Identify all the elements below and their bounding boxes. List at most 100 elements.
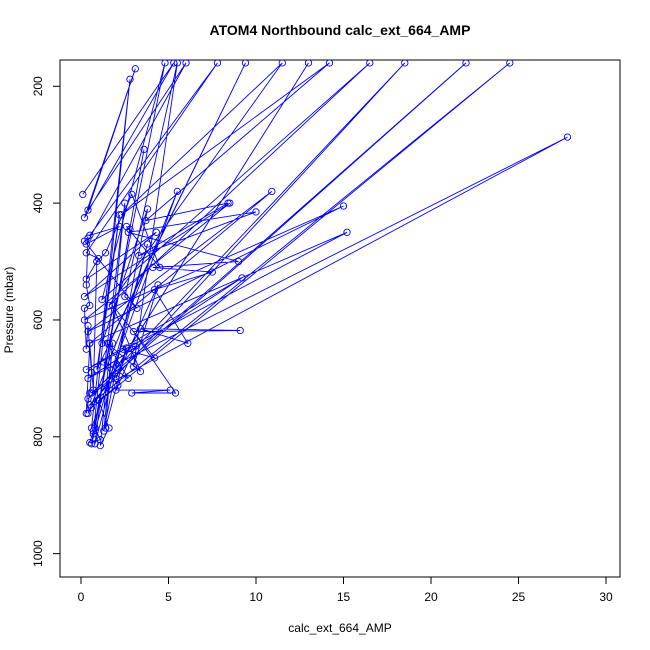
data-point xyxy=(152,228,160,236)
x-axis-label: calc_ext_664_AMP xyxy=(288,621,391,635)
data-point xyxy=(131,65,139,73)
data-point xyxy=(100,358,108,366)
data-point xyxy=(150,354,159,362)
data-point xyxy=(122,344,131,352)
data-point xyxy=(129,327,138,336)
x-tick-label: 30 xyxy=(599,590,613,604)
data-point xyxy=(86,339,94,347)
data-point xyxy=(136,325,145,333)
data-point xyxy=(339,202,348,210)
x-tick-label: 20 xyxy=(424,590,438,604)
data-point xyxy=(87,440,96,448)
data-point xyxy=(108,339,117,347)
x-tick-label: 15 xyxy=(337,590,351,604)
y-tick-label: 600 xyxy=(31,310,45,330)
data-point xyxy=(128,190,136,199)
data-point xyxy=(126,225,134,234)
data-point xyxy=(82,345,90,353)
data-point xyxy=(84,206,92,214)
data-point xyxy=(161,60,169,67)
x-tick-label: 0 xyxy=(78,590,85,604)
data-point xyxy=(80,214,89,222)
data-point xyxy=(82,249,90,257)
data-point xyxy=(117,211,125,219)
data-point xyxy=(115,222,124,231)
data-point xyxy=(170,60,178,67)
x-tick-label: 25 xyxy=(512,590,526,604)
y-tick-label: 800 xyxy=(31,426,45,446)
data-point xyxy=(121,199,129,207)
data-point xyxy=(82,409,90,418)
data-point xyxy=(93,257,101,266)
data-point xyxy=(128,389,136,397)
data-point xyxy=(143,240,152,248)
data-point xyxy=(121,292,129,301)
data-point xyxy=(173,187,181,196)
chart-title: ATOM4 Northbound calc_ext_664_AMP xyxy=(210,22,471,38)
data-point xyxy=(98,295,106,304)
data-point xyxy=(112,374,120,383)
data-point xyxy=(506,60,514,67)
y-tick-label: 200 xyxy=(31,76,45,96)
data-point xyxy=(80,316,89,324)
data-point xyxy=(226,199,234,207)
data-point xyxy=(129,363,138,371)
data-point xyxy=(86,438,94,447)
data-point xyxy=(252,208,260,216)
data-point xyxy=(462,60,470,67)
data-point xyxy=(366,60,374,67)
data-point xyxy=(82,275,90,283)
y-tick-label: 1000 xyxy=(31,540,45,567)
data-point xyxy=(150,285,159,294)
data-point xyxy=(182,60,190,67)
data-point xyxy=(401,60,409,67)
data-point xyxy=(156,263,164,272)
data-point xyxy=(142,216,150,225)
data-point xyxy=(184,339,192,347)
data-point xyxy=(208,268,216,276)
data-point xyxy=(133,304,141,312)
data-point xyxy=(234,257,243,266)
data-point xyxy=(105,301,113,310)
data-point xyxy=(241,60,250,67)
series-line xyxy=(82,62,568,446)
data-point xyxy=(173,60,181,67)
data-point xyxy=(236,326,244,335)
data-point xyxy=(79,190,87,199)
data-point xyxy=(563,133,572,141)
data-point xyxy=(84,374,92,383)
data-point xyxy=(114,381,122,390)
x-axis: 0 5 10 15 20 25 30 xyxy=(78,576,613,604)
data-point xyxy=(126,75,134,83)
data-point xyxy=(238,274,246,282)
y-axis-label: Pressure (mbar) xyxy=(2,267,16,354)
data-point xyxy=(112,386,120,394)
data-point xyxy=(101,249,110,257)
data-point xyxy=(82,281,90,289)
data-point xyxy=(91,440,99,448)
data-point xyxy=(278,60,286,67)
data-point xyxy=(325,60,334,67)
series-layer xyxy=(79,60,572,450)
data-point xyxy=(135,252,143,260)
y-tick-label: 400 xyxy=(31,193,45,213)
x-tick-label: 10 xyxy=(249,590,263,604)
data-point xyxy=(89,427,97,435)
data-point xyxy=(268,187,276,196)
y-axis: 200 400 600 800 1000 xyxy=(31,76,61,567)
data-point xyxy=(96,441,104,450)
data-point xyxy=(84,322,92,330)
x-tick-label: 5 xyxy=(165,590,172,604)
data-point xyxy=(89,386,97,394)
data-point xyxy=(304,60,313,67)
data-point xyxy=(119,345,127,353)
data-point xyxy=(131,342,139,350)
data-point xyxy=(213,60,222,67)
data-point xyxy=(105,339,113,347)
data-point xyxy=(84,327,92,336)
data-point xyxy=(154,281,162,289)
data-point xyxy=(224,199,232,207)
data-point xyxy=(149,263,157,272)
